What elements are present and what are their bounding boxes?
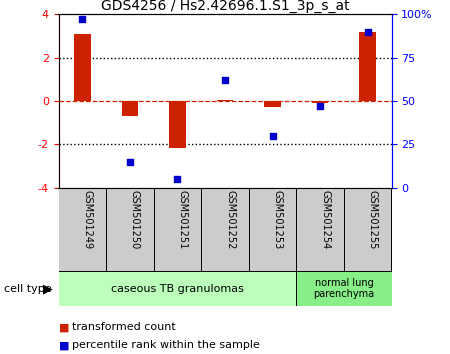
Bar <box>106 188 153 273</box>
Bar <box>122 101 138 116</box>
Text: cell type: cell type <box>4 284 52 293</box>
Bar <box>360 32 376 101</box>
Bar <box>312 101 328 103</box>
Bar <box>217 100 233 101</box>
Text: percentile rank within the sample: percentile rank within the sample <box>72 340 260 350</box>
Title: GDS4256 / Hs2.42696.1.S1_3p_s_at: GDS4256 / Hs2.42696.1.S1_3p_s_at <box>101 0 349 13</box>
Point <box>316 103 324 109</box>
Bar <box>169 101 186 148</box>
Text: GSM501255: GSM501255 <box>368 190 378 250</box>
Bar <box>74 34 90 101</box>
Point <box>364 29 371 34</box>
Point <box>79 17 86 22</box>
Text: normal lung
parenchyma: normal lung parenchyma <box>313 278 374 299</box>
Bar <box>58 271 297 306</box>
Bar <box>249 188 297 273</box>
Bar <box>297 188 344 273</box>
Text: GSM501250: GSM501250 <box>130 190 140 250</box>
Text: GSM501251: GSM501251 <box>177 190 188 250</box>
Point <box>269 133 276 138</box>
Bar <box>344 188 392 273</box>
Text: GSM501252: GSM501252 <box>225 190 235 250</box>
Bar <box>58 188 106 273</box>
Text: GSM501254: GSM501254 <box>320 190 330 250</box>
Bar <box>201 188 249 273</box>
Point <box>126 159 134 164</box>
Bar <box>264 101 281 107</box>
Bar <box>153 188 201 273</box>
Point <box>221 77 229 83</box>
Text: caseous TB granulomas: caseous TB granulomas <box>111 284 244 293</box>
Text: ■: ■ <box>58 322 69 332</box>
Text: transformed count: transformed count <box>72 322 176 332</box>
Text: GSM501253: GSM501253 <box>273 190 283 250</box>
Text: ■: ■ <box>58 340 69 350</box>
Point <box>174 176 181 182</box>
Bar <box>297 271 392 306</box>
Text: GSM501249: GSM501249 <box>82 190 92 249</box>
Text: ▶: ▶ <box>43 282 52 295</box>
